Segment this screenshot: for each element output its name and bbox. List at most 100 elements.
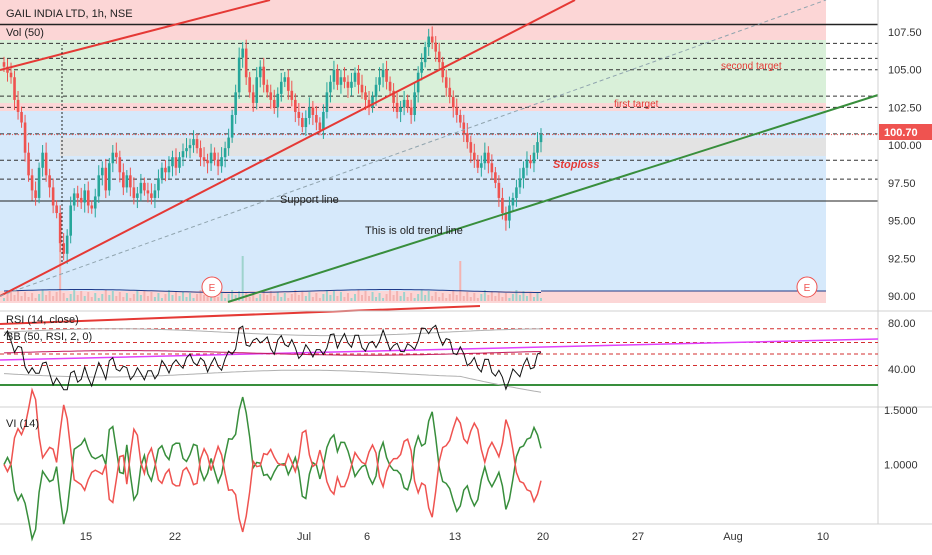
volume-bar [87, 292, 90, 301]
volume-bar [417, 294, 420, 301]
volume-bar [136, 290, 139, 301]
candle-body [125, 175, 129, 188]
volume-bar [129, 298, 132, 301]
volume-bar [227, 294, 230, 301]
candle-body [174, 157, 178, 168]
candle-body [437, 51, 441, 63]
candle-body [195, 139, 199, 149]
rsi-tick-1: 40.00 [888, 364, 916, 376]
vi-label[interactable]: VI (14) [6, 418, 40, 430]
candle-body [385, 69, 388, 82]
symbol-title[interactable]: GAIL INDIA LTD, 1h, NSE [6, 8, 133, 20]
candle-body [227, 137, 230, 149]
rsi-label[interactable]: RSI (14, close) [6, 314, 79, 326]
volume-bar [280, 297, 283, 301]
time-tick-4: 13 [449, 531, 461, 543]
volume-bar [403, 292, 406, 301]
old-trend-dashed [0, 0, 827, 297]
volume-bar [350, 298, 353, 301]
candle-body [171, 157, 174, 167]
volume-bar [357, 290, 360, 301]
volume-bar [301, 291, 304, 301]
candle-body [178, 157, 181, 168]
candle-body [501, 197, 504, 214]
volume-bar [315, 293, 318, 301]
candle-body [143, 182, 146, 191]
candle-body [234, 92, 237, 115]
candle-body [476, 160, 480, 168]
upper-red-trendline [0, 0, 271, 71]
volume-bar [413, 298, 416, 301]
volume-bar [304, 296, 307, 301]
volume-bar [146, 296, 149, 301]
bb-label[interactable]: BB (50, RSI, 2, 0) [6, 331, 93, 343]
volume-bar [132, 294, 135, 301]
volume-bar [336, 296, 339, 301]
candle-body [83, 190, 87, 203]
zone-grey [60, 138, 826, 156]
volume-bar [122, 297, 125, 301]
volume-bar [210, 296, 213, 301]
candle-body [487, 152, 490, 164]
volume-label[interactable]: Vol (50) [6, 27, 44, 39]
candle-body [511, 197, 515, 206]
candle-body [20, 111, 23, 123]
candle-body [192, 139, 195, 146]
volume-bar [424, 295, 427, 301]
earnings-badge-1[interactable]: E [201, 276, 223, 298]
candle-body [132, 187, 136, 198]
candle-body [164, 167, 167, 173]
candle-body [367, 99, 371, 108]
candle-body [357, 72, 360, 85]
volume-bar [462, 296, 465, 301]
candle-body [346, 81, 350, 88]
earnings-badge-2[interactable]: E [796, 276, 818, 298]
candle-body [258, 66, 262, 78]
volume-bar [385, 294, 388, 301]
volume-bar [80, 291, 83, 301]
candle-body [529, 160, 532, 164]
volume-bar [241, 256, 244, 301]
candle-body [93, 196, 97, 209]
first-target-label: first target [614, 99, 659, 110]
last-price-value: 100.70 [884, 127, 918, 139]
volume-bar [445, 298, 448, 301]
candle-body [9, 72, 13, 78]
volume-bar [83, 296, 86, 301]
candle-body [322, 111, 325, 131]
candle-body [272, 99, 276, 108]
candle-body [6, 66, 9, 73]
candle-body [230, 114, 234, 138]
candle-body [329, 81, 332, 93]
volume-bar [196, 294, 199, 301]
candle-body [494, 172, 497, 183]
candle-body [104, 167, 108, 191]
volume-bar [504, 293, 507, 301]
time-axis[interactable]: 15 22 Jul 6 13 20 27 Aug 10 [80, 531, 829, 543]
candle-body [202, 157, 206, 161]
candle-body [339, 77, 343, 85]
candle-body [220, 157, 223, 167]
candle-body [522, 167, 525, 179]
price-axis[interactable]: 107.50 105.00 102.50 100.00 97.50 95.00 92.50 9… [884, 27, 922, 472]
volume-bar [220, 293, 223, 301]
volume-bar [322, 294, 325, 301]
candle-body [434, 42, 438, 52]
vi-tick-0: 1.5000 [884, 405, 918, 417]
candle-body [48, 175, 51, 188]
candle-body [409, 107, 413, 115]
volume-ma-line [3, 289, 541, 293]
candle-body [153, 190, 157, 198]
candle-body [360, 84, 364, 93]
candle-body [483, 152, 487, 164]
candle-body [420, 62, 423, 73]
candle-body [13, 77, 16, 100]
candle-body [416, 72, 420, 93]
candle-body [223, 148, 227, 158]
candle-body [69, 205, 72, 236]
candle-body [23, 122, 27, 153]
candle-body [72, 193, 76, 206]
vi-pane [3, 387, 542, 542]
